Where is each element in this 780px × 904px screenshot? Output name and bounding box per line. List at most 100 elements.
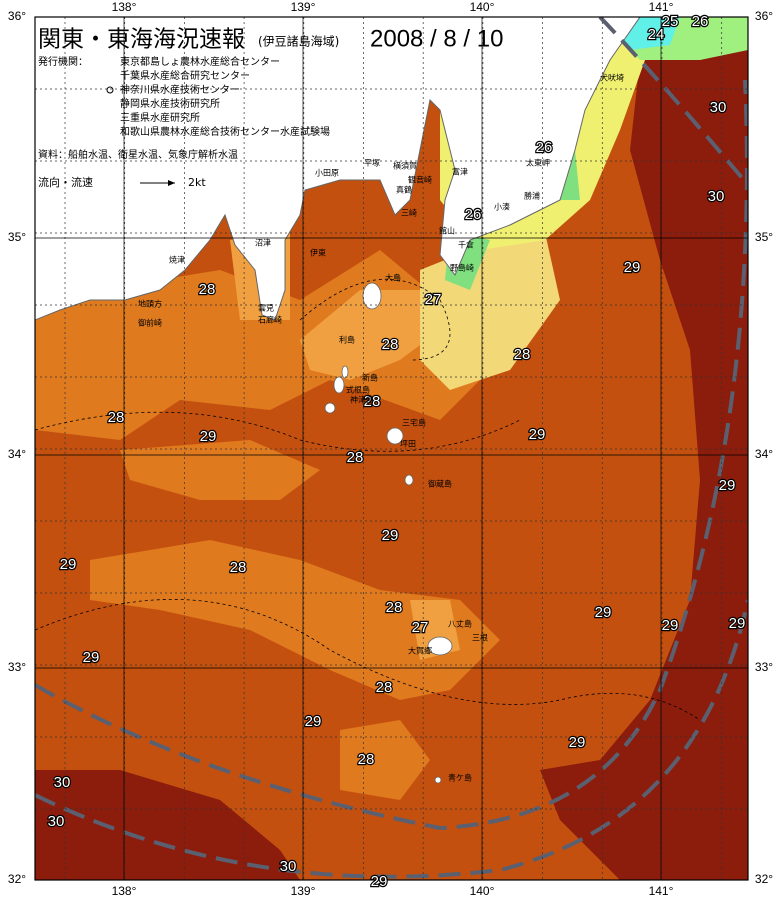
longitude-label: 141° bbox=[649, 0, 674, 14]
place-name: 勝浦 bbox=[524, 191, 540, 201]
place-name: 富津 bbox=[452, 167, 468, 177]
title: 関東・東海海況速報 bbox=[38, 27, 245, 53]
isotherm-label: 29 bbox=[529, 426, 546, 443]
place-name: 大島 bbox=[385, 273, 401, 283]
isotherm-label: 30 bbox=[280, 858, 297, 875]
subtitle: (伊豆諸島海域) bbox=[258, 34, 339, 49]
latitude-label: 35° bbox=[755, 230, 773, 244]
place-name: 石廊崎 bbox=[258, 315, 282, 325]
latitude-label: 32° bbox=[8, 872, 26, 886]
place-name: 八丈島 bbox=[448, 619, 472, 629]
isotherm-label: 28 bbox=[386, 599, 403, 616]
isotherm-label: 28 bbox=[108, 409, 125, 426]
issuer: 和歌山県農林水産総合技術センター水産試験場 bbox=[120, 125, 330, 138]
isotherm-label: 28 bbox=[382, 336, 399, 353]
place-name: 雲見 bbox=[258, 304, 274, 313]
place-name: 式根島 bbox=[346, 385, 370, 395]
place-name: 太東岬 bbox=[526, 158, 550, 168]
legend-speed: 2kt bbox=[188, 176, 206, 189]
latitude-label: 33° bbox=[755, 660, 773, 674]
place-name: 千倉 bbox=[458, 240, 474, 250]
isotherm-label: 24 bbox=[648, 26, 665, 43]
latitude-label: 34° bbox=[8, 447, 26, 461]
isotherm-label: 29 bbox=[382, 527, 399, 544]
longitude-label: 138° bbox=[112, 0, 137, 14]
place-name: 青ケ島 bbox=[448, 773, 472, 783]
issuer: 静岡県水産技術研究所 bbox=[120, 97, 220, 110]
isotherm-label: 29 bbox=[569, 734, 586, 751]
place-name: 御蔵島 bbox=[428, 479, 452, 489]
place-name: 地頭方 bbox=[138, 299, 162, 309]
longitude-label: 140° bbox=[470, 884, 495, 898]
isotherm-label: 29 bbox=[60, 556, 77, 573]
latitude-label: 33° bbox=[8, 660, 26, 674]
issuer-label: 発行機関： bbox=[38, 55, 88, 68]
place-name: 真鶴 bbox=[396, 185, 412, 195]
isotherm-label: 27 bbox=[425, 291, 442, 308]
longitude-label: 138° bbox=[112, 884, 137, 898]
place-name: 小湊 bbox=[494, 202, 510, 212]
isotherm-label: 29 bbox=[662, 617, 679, 634]
source: 資料：船舶水温、衛星水温、気象庁解析水温 bbox=[38, 148, 238, 161]
issuer: 千葉県水産総合研究センター bbox=[120, 69, 250, 82]
marker bbox=[106, 86, 114, 94]
place-name: 伊東 bbox=[310, 248, 326, 258]
longitude-label: 140° bbox=[470, 0, 495, 14]
legend-arrowhead bbox=[168, 180, 175, 186]
place-name: 沼津 bbox=[255, 238, 271, 248]
place-name: 焼津 bbox=[169, 255, 185, 265]
issuer: 神奈川県水産技術センター bbox=[120, 83, 240, 96]
isotherm-label: 28 bbox=[364, 393, 381, 410]
place-name: 神津島 bbox=[350, 395, 374, 405]
isotherm-label: 29 bbox=[719, 477, 736, 494]
place-name: 犬吠埼 bbox=[600, 73, 624, 83]
isotherm-label: 29 bbox=[371, 873, 388, 890]
place-name: 平塚 bbox=[364, 159, 380, 168]
place-name: 横須賀 bbox=[393, 161, 417, 171]
isotherm-label: 29 bbox=[83, 649, 100, 666]
longitude-label: 139° bbox=[291, 884, 316, 898]
isotherm-label: 30 bbox=[708, 188, 725, 205]
date: 2008 / 8 / 10 bbox=[370, 25, 503, 52]
map-frame bbox=[34, 16, 749, 881]
latitude-label: 34° bbox=[755, 447, 773, 461]
isotherm-label: 26 bbox=[465, 206, 482, 223]
place-name: 小田原 bbox=[315, 169, 339, 178]
longitude-label: 139° bbox=[291, 0, 316, 14]
isotherm-label: 28 bbox=[199, 281, 216, 298]
isotherm-label: 29 bbox=[305, 713, 322, 730]
isotherm-label: 30 bbox=[48, 813, 65, 830]
isotherm-label: 28 bbox=[514, 346, 531, 363]
latitude-label: 36° bbox=[8, 9, 26, 23]
isotherm-label: 28 bbox=[230, 559, 247, 576]
place-name: 坪田 bbox=[400, 440, 416, 449]
isotherm-label: 25 bbox=[662, 13, 679, 30]
issuer: 三重県水産研究所 bbox=[120, 111, 200, 124]
latitude-label: 35° bbox=[8, 230, 26, 244]
place-name: 新島 bbox=[362, 373, 378, 383]
latitude-label: 36° bbox=[755, 9, 773, 23]
place-name: 三崎 bbox=[401, 208, 417, 218]
place-name: 三根 bbox=[472, 633, 488, 643]
latitude-label: 32° bbox=[755, 872, 773, 886]
isotherm-label: 29 bbox=[729, 615, 746, 632]
isotherm-label: 29 bbox=[595, 604, 612, 621]
isotherm-label: 29 bbox=[624, 259, 641, 276]
longitude-label: 141° bbox=[649, 884, 674, 898]
isotherm-label: 26 bbox=[536, 139, 553, 156]
isotherm-label: 28 bbox=[347, 449, 364, 466]
isotherm-label: 29 bbox=[200, 428, 217, 445]
isotherm-label: 30 bbox=[710, 99, 727, 116]
place-name: 御前崎 bbox=[138, 318, 162, 328]
place-name: 三宅島 bbox=[402, 418, 426, 428]
place-name: 観音崎 bbox=[408, 175, 432, 185]
issuer: 東京都島しょ農林水産総合センター bbox=[120, 55, 280, 68]
place-name: 館山 bbox=[439, 226, 455, 236]
isotherm-label: 28 bbox=[376, 679, 393, 696]
isotherm-label: 26 bbox=[692, 13, 709, 30]
place-name: 利島 bbox=[339, 335, 355, 345]
sea-temperature bbox=[35, 17, 748, 880]
legend-label: 流向・流速 bbox=[38, 175, 93, 189]
place-name: 野島崎 bbox=[450, 263, 474, 273]
